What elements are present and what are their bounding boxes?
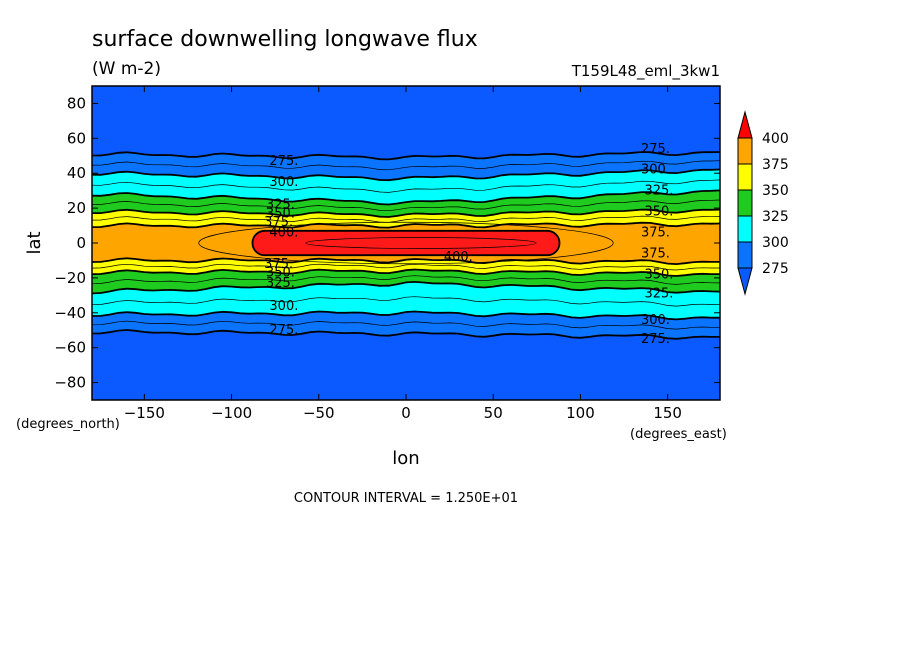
contour-label: 350. xyxy=(266,206,295,221)
contour-label: 400. xyxy=(444,250,473,265)
x-tick-label: 100 xyxy=(566,404,595,422)
contour-minor-north xyxy=(92,215,720,223)
colorbar-label: 325 xyxy=(762,209,789,225)
contour-275-south xyxy=(92,329,720,340)
contour-label: 300. xyxy=(641,163,670,178)
y-axis-label: lat xyxy=(24,231,45,254)
contour-label: 350. xyxy=(644,267,673,282)
y-tick-label: −20 xyxy=(54,269,86,287)
x-tick-label: −150 xyxy=(124,404,165,422)
colorbar-label: 275 xyxy=(762,261,789,277)
contour-inner-ring xyxy=(305,237,537,249)
contour-minor-south xyxy=(92,296,720,307)
contour-325-south xyxy=(92,280,720,295)
colorbar: 400 375 350 325 300 275 xyxy=(737,110,789,296)
contour-label: 350. xyxy=(266,266,295,281)
contour-275-north xyxy=(92,151,720,161)
contour-label: 300. xyxy=(269,299,298,314)
y-tick-label: 40 xyxy=(67,164,86,182)
x-tick-label: −100 xyxy=(211,404,252,422)
contour-label: 300. xyxy=(269,175,298,190)
colorbar-label: 400 xyxy=(762,131,789,147)
contour-minor-south xyxy=(92,275,720,285)
contour-label: 375. xyxy=(641,246,670,261)
y-axis-units: (degrees_north) xyxy=(16,417,120,432)
y-axis: −80 −60 −40 −20 0 20 40 60 80 xyxy=(54,94,720,392)
contour-label: 275. xyxy=(641,332,670,347)
plot-area: 275.300.325.350.375.400.375.350.325.300.… xyxy=(91,85,721,401)
colorbar-segment xyxy=(737,189,753,217)
contour-minor-ring xyxy=(198,221,614,265)
colorbar-label: 375 xyxy=(762,157,789,173)
y-tick-label: 60 xyxy=(67,129,86,147)
contour-label: 275. xyxy=(641,142,670,157)
contour-label: 400. xyxy=(269,226,298,241)
colorbar-segment xyxy=(737,137,753,165)
contour-label: 375. xyxy=(264,215,293,230)
y-tick-label: 20 xyxy=(67,199,86,217)
x-tick-label: −50 xyxy=(303,404,335,422)
contour-label: 275. xyxy=(269,154,298,169)
colorbar-arrow-bottom xyxy=(737,267,753,296)
y-tick-label: 0 xyxy=(76,234,86,252)
contour-minor-north xyxy=(92,179,720,193)
chart-units: (W m-2) xyxy=(92,59,161,79)
colorbar-segment xyxy=(737,215,753,243)
contour-350-north xyxy=(92,208,720,218)
x-tick-label: 50 xyxy=(484,404,503,422)
contour-interval: CONTOUR INTERVAL = 1.250E+01 xyxy=(294,491,518,506)
contour-label: 325. xyxy=(266,198,295,213)
x-axis-label: lon xyxy=(392,448,419,469)
x-axis: −150 −100 −50 0 50 100 150 xyxy=(124,86,682,422)
y-tick-label: −80 xyxy=(54,374,86,392)
contour-minor-north xyxy=(92,160,720,171)
contour-300-south xyxy=(92,310,720,321)
chart-title: surface downwelling longwave flux xyxy=(92,27,478,52)
contour-label: 325. xyxy=(644,184,673,199)
y-tick-label: −60 xyxy=(54,339,86,357)
colorbar-segment xyxy=(737,241,753,269)
contour-375-north xyxy=(92,221,720,229)
contour-label: 300. xyxy=(641,313,670,328)
contour-label: 350. xyxy=(644,205,673,220)
contour-label: 325. xyxy=(266,276,295,291)
y-tick-label: −40 xyxy=(54,304,86,322)
contour-325-north xyxy=(92,189,720,206)
colorbar-segment xyxy=(737,163,753,191)
contour-minor-south xyxy=(92,263,720,271)
dataset-label: T159L48_eml_3kw1 xyxy=(571,62,720,81)
contour-375-south xyxy=(92,257,720,266)
contour-label: 325. xyxy=(644,287,673,302)
band-400-core xyxy=(251,229,561,257)
contour-minor-south xyxy=(92,320,720,330)
colorbar-label: 350 xyxy=(762,183,789,199)
x-axis-units: (degrees_east) xyxy=(630,427,727,442)
contour-350-south xyxy=(92,268,720,277)
contour-label: 275. xyxy=(269,323,298,338)
contour-label: 375. xyxy=(264,257,293,272)
colorbar-label: 300 xyxy=(762,235,789,251)
contour-label: 375. xyxy=(641,226,670,241)
contour-minor-north xyxy=(92,199,720,212)
y-tick-label: 80 xyxy=(67,94,86,112)
x-tick-label: 0 xyxy=(401,404,411,422)
x-tick-label: 150 xyxy=(653,404,682,422)
contour-300-north xyxy=(92,168,720,182)
